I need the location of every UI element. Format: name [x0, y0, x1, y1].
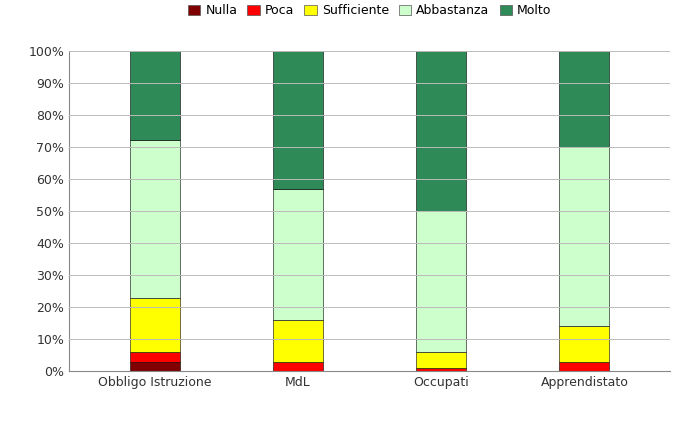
Bar: [130, 141, 180, 298]
Bar: [559, 327, 609, 362]
Bar: [416, 51, 466, 211]
Bar: [273, 51, 323, 189]
Bar: [273, 189, 323, 320]
Bar: [559, 51, 609, 147]
Bar: [130, 362, 180, 371]
Legend: Nulla, Poca, Sufficiente, Abbastanza, Molto: Nulla, Poca, Sufficiente, Abbastanza, Mo…: [183, 0, 556, 22]
Bar: [416, 352, 466, 368]
Bar: [416, 368, 466, 371]
Bar: [559, 362, 609, 371]
Bar: [273, 362, 323, 371]
Bar: [130, 352, 180, 362]
Bar: [130, 51, 180, 141]
Bar: [130, 298, 180, 352]
Bar: [559, 147, 609, 327]
Bar: [273, 320, 323, 362]
Bar: [416, 211, 466, 352]
